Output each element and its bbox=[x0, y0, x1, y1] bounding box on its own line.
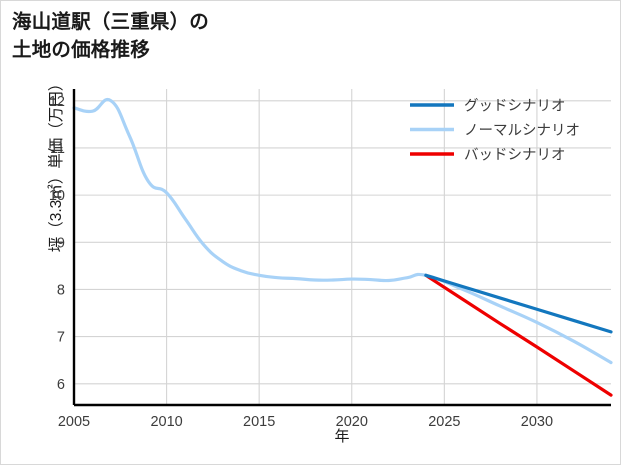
y-tick-label: 12 bbox=[49, 94, 65, 110]
x-tick-label: 2020 bbox=[336, 414, 368, 430]
x-tick-label: 2010 bbox=[150, 414, 182, 430]
legend-label: ノーマルシナリオ bbox=[464, 123, 580, 139]
x-gridlines bbox=[166, 89, 538, 405]
series-line bbox=[424, 273, 613, 334]
x-tick-label: 2025 bbox=[428, 414, 460, 430]
x-tick-label: 2030 bbox=[521, 414, 553, 430]
legend-label: グッドシナリオ bbox=[464, 98, 566, 115]
series-layer bbox=[72, 98, 613, 397]
x-axis-title: 年 bbox=[334, 428, 349, 445]
y-tick-label: 11 bbox=[50, 141, 65, 157]
x-tick-labels: 2005 2010 2015 2020 2025 2030 bbox=[58, 414, 553, 430]
series-line bbox=[72, 98, 613, 365]
y-tick-label: 6 bbox=[57, 377, 65, 393]
y-tick-labels: 6 7 8 9 10 11 12 bbox=[49, 94, 65, 393]
chart-title: 海山道駅（三重県）の 土地の価格推移 bbox=[12, 11, 210, 61]
y-tick-label: 9 bbox=[57, 235, 65, 251]
y-tick-label: 7 bbox=[57, 330, 65, 346]
y-tick-label: 8 bbox=[57, 282, 65, 298]
legend-label: バッドシナリオ bbox=[464, 148, 566, 164]
series-line bbox=[424, 273, 613, 397]
axis-spines bbox=[72, 89, 611, 407]
x-tick-label: 2005 bbox=[58, 414, 90, 430]
y-tick-label: 10 bbox=[49, 188, 65, 204]
x-tick-label: 2015 bbox=[243, 414, 275, 430]
